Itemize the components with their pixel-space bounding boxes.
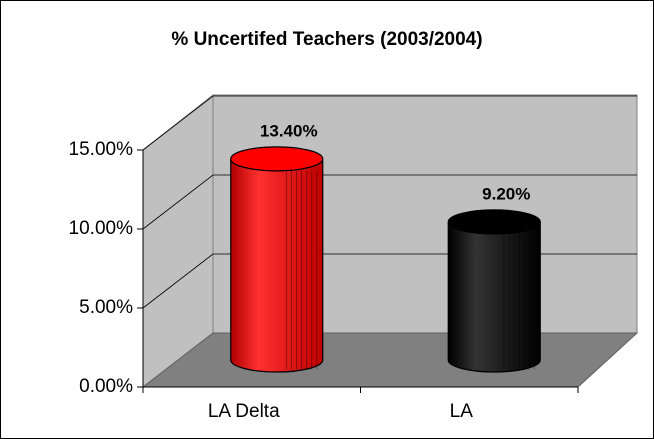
bar [230, 158, 324, 373]
value-label: 13.40% [260, 121, 318, 140]
value-label: 9.20% [482, 184, 530, 203]
bar [447, 221, 541, 373]
bar-top [230, 146, 324, 172]
grid-line [142, 95, 637, 151]
x-tick-label: LA Delta [208, 401, 280, 422]
x-tick-label: LA [450, 401, 474, 422]
y-tick-label: 10.00% [69, 218, 134, 239]
bar-top [447, 209, 541, 235]
chart-title: % Uncertifed Teachers (2003/2004) [171, 29, 482, 50]
y-tick-label: 5.00% [79, 297, 133, 318]
floor [141, 332, 639, 388]
y-tick-label: 15.00% [69, 139, 134, 160]
y-tick-label: 0.00% [79, 376, 133, 397]
grid-line [142, 174, 637, 230]
